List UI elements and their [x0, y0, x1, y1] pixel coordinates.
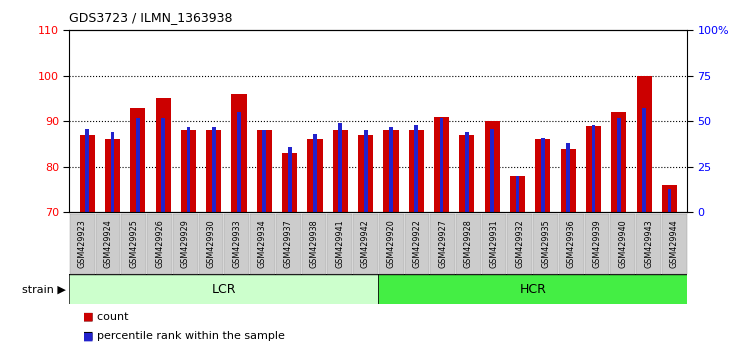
Text: ■: ■: [83, 312, 93, 322]
Bar: [206, 130, 221, 212]
Bar: [561, 149, 576, 212]
Text: GSM429923: GSM429923: [77, 219, 87, 268]
Text: GSM429940: GSM429940: [618, 219, 627, 268]
Text: LCR: LCR: [211, 283, 236, 296]
Bar: [637, 76, 652, 212]
Text: GSM429922: GSM429922: [412, 219, 421, 268]
Bar: [662, 185, 677, 212]
Bar: [156, 98, 171, 212]
Text: GSM429939: GSM429939: [593, 219, 602, 268]
Bar: [136, 118, 140, 212]
Bar: [333, 130, 348, 212]
Bar: [262, 130, 266, 212]
Bar: [459, 135, 474, 212]
Bar: [434, 117, 449, 212]
Text: ■ percentile rank within the sample: ■ percentile rank within the sample: [83, 331, 284, 341]
Text: GDS3723 / ILMN_1363938: GDS3723 / ILMN_1363938: [69, 11, 233, 24]
Bar: [69, 274, 379, 304]
Bar: [105, 139, 120, 212]
Bar: [414, 125, 418, 212]
Bar: [130, 108, 145, 212]
Bar: [510, 176, 525, 212]
Bar: [383, 130, 398, 212]
Bar: [465, 132, 469, 212]
Text: GSM429929: GSM429929: [181, 219, 190, 268]
Text: GSM429944: GSM429944: [670, 219, 679, 268]
Bar: [257, 130, 272, 212]
Text: ■ count: ■ count: [83, 312, 128, 322]
Text: GSM429920: GSM429920: [387, 219, 395, 268]
Text: GSM429931: GSM429931: [490, 219, 499, 268]
Text: GSM429933: GSM429933: [232, 219, 241, 268]
Bar: [535, 139, 550, 212]
Bar: [617, 118, 621, 212]
Bar: [358, 135, 374, 212]
Bar: [379, 274, 687, 304]
Bar: [491, 129, 494, 212]
Text: GSM429935: GSM429935: [541, 219, 550, 268]
Bar: [162, 118, 165, 212]
Text: GSM429943: GSM429943: [644, 219, 653, 268]
Text: GSM429932: GSM429932: [515, 219, 524, 268]
Text: GSM429926: GSM429926: [155, 219, 164, 268]
Bar: [313, 134, 317, 212]
Bar: [212, 127, 216, 212]
Bar: [186, 127, 190, 212]
Bar: [567, 143, 570, 212]
Bar: [643, 108, 646, 212]
Bar: [80, 135, 95, 212]
Bar: [86, 129, 89, 212]
Bar: [515, 176, 520, 212]
Bar: [586, 126, 601, 212]
Bar: [439, 118, 444, 212]
Text: GSM429941: GSM429941: [336, 219, 344, 268]
Text: GSM429936: GSM429936: [567, 219, 576, 268]
Bar: [591, 125, 595, 212]
Text: HCR: HCR: [519, 283, 546, 296]
Text: GSM429925: GSM429925: [129, 219, 138, 268]
Bar: [237, 112, 241, 212]
Text: GSM429930: GSM429930: [206, 219, 216, 268]
Text: GSM429934: GSM429934: [258, 219, 267, 268]
Bar: [389, 127, 393, 212]
Text: GSM429937: GSM429937: [284, 219, 292, 268]
Bar: [232, 94, 246, 212]
Bar: [181, 130, 196, 212]
Bar: [364, 130, 368, 212]
Bar: [409, 130, 424, 212]
Bar: [288, 147, 292, 212]
Bar: [338, 123, 342, 212]
Text: GSM429928: GSM429928: [464, 219, 473, 268]
Bar: [485, 121, 500, 212]
Text: GSM429942: GSM429942: [361, 219, 370, 268]
Bar: [541, 138, 545, 212]
Bar: [308, 139, 322, 212]
Bar: [110, 132, 114, 212]
Bar: [611, 112, 626, 212]
Text: ■: ■: [83, 331, 93, 341]
Text: strain ▶: strain ▶: [22, 284, 66, 295]
Text: GSM429938: GSM429938: [309, 219, 319, 268]
Text: GSM429924: GSM429924: [104, 219, 113, 268]
Bar: [667, 189, 671, 212]
Bar: [282, 153, 298, 212]
Text: GSM429927: GSM429927: [438, 219, 447, 268]
